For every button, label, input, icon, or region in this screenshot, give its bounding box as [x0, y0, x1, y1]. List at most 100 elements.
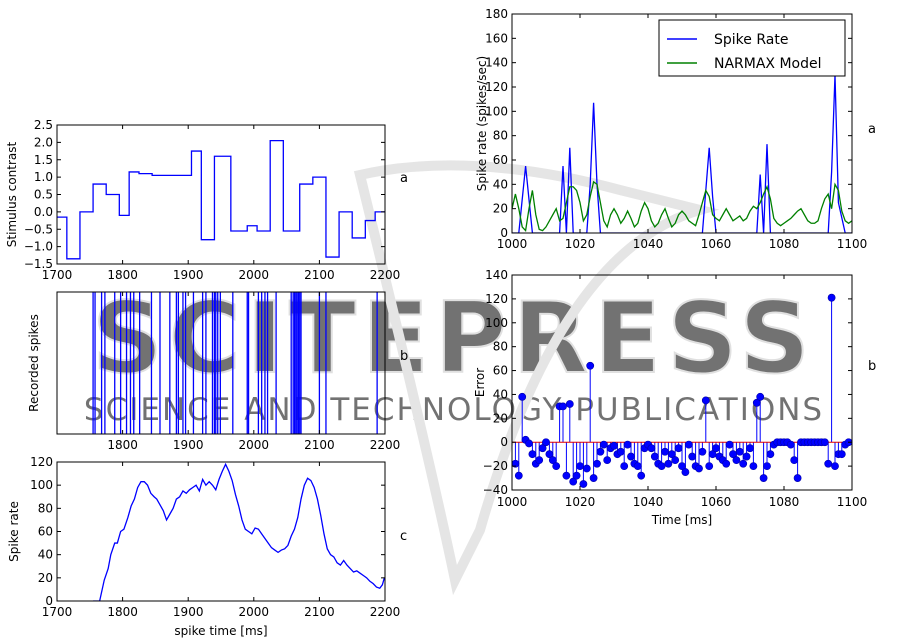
plot-frame: [56, 291, 386, 435]
stem-marker: [701, 396, 710, 405]
stem-marker: [593, 459, 601, 468]
stem-marker: [603, 456, 612, 465]
y-tick-label: 60: [493, 364, 508, 378]
stem-marker: [695, 464, 703, 473]
stem-marker: [732, 456, 741, 465]
y-tick-label: −20: [483, 459, 508, 473]
y-tick-label: −1.0: [24, 240, 53, 254]
legend-entry-label: NARMAX Model: [714, 56, 822, 72]
stem-marker: [623, 440, 632, 449]
plot-frame: [511, 274, 853, 491]
x-tick-label: 1100: [837, 237, 868, 251]
x-tick-label: 2000: [239, 438, 270, 452]
stem-marker: [671, 456, 680, 465]
watermark-swoosh: [353, 160, 720, 596]
stem-marker: [698, 447, 707, 456]
x-tick-label: 2200: [370, 438, 401, 452]
y-tick-label: 20: [493, 411, 508, 425]
x-tick-label: 2100: [304, 605, 335, 619]
stem-marker: [589, 474, 598, 482]
stem-marker: [586, 361, 595, 370]
stem-marker: [766, 450, 775, 459]
stem-marker: [562, 471, 571, 480]
x-tick-label: 2000: [239, 268, 270, 282]
data-layer: [92, 292, 378, 434]
x-tick-label: 1040: [633, 237, 664, 251]
stem-marker: [705, 462, 714, 471]
x-tick-label: 1900: [173, 605, 204, 619]
data-layer: [512, 74, 852, 233]
stem-marker: [756, 392, 765, 401]
stem-marker: [786, 440, 795, 449]
stem-marker: [681, 468, 690, 476]
stem-marker: [552, 462, 561, 471]
x-tick-label: 2100: [304, 268, 335, 282]
y-tick-label: 0.0: [34, 205, 53, 219]
y-tick-label: −40: [483, 483, 508, 497]
charts-layer: 1700 1800 1900 2000 2100 2200 −1.5 −1.0 −0.5 0.0 0…: [5, 7, 876, 638]
data-layer: [57, 139, 385, 260]
x-tick-label: 1100: [837, 495, 868, 509]
x-tick-label: 2000: [239, 605, 270, 619]
stem-marker: [616, 447, 625, 456]
stem-marker: [610, 441, 618, 450]
y-axis-label: Error: [473, 368, 487, 397]
legend-entry-label: Spike Rate: [714, 32, 788, 48]
y-tick-label: 40: [493, 387, 508, 401]
stem-marker: [722, 459, 731, 468]
y-tick-label: 80: [493, 340, 508, 354]
watermark: SCITEPRESS SCIENCE AND TECHNOLOGY PUBLIC…: [84, 160, 822, 596]
stem-marker: [793, 474, 802, 482]
x-tick-label: 1700: [42, 605, 73, 619]
chart-left-c: 1700 1800 1900 2000 2100 2200 0 20 40 60 80 100 120 S…: [7, 455, 407, 638]
stem-marker: [633, 462, 642, 471]
stem-marker: [678, 462, 686, 471]
stem-marker: [739, 459, 748, 468]
stem-marker: [565, 400, 574, 408]
y-tick-label: 160: [485, 31, 508, 45]
stem-marker: [535, 456, 544, 465]
y-tick-label: 60: [38, 525, 53, 539]
stem-marker: [657, 462, 666, 471]
panel-letter: a: [400, 171, 408, 186]
y-tick-label: 140: [485, 56, 508, 70]
y-axis-label: Spike rate (spikes/sec): [475, 56, 489, 191]
y-tick-label: 1.0: [34, 170, 53, 184]
x-tick-label: 1020: [565, 237, 596, 251]
plot-frame: [56, 461, 386, 602]
legend-box: [658, 19, 846, 77]
y-axis-label: Stimulus contrast: [5, 141, 19, 247]
x-tick-label: 1080: [769, 237, 800, 251]
y-tick-label: −0.5: [24, 222, 53, 236]
y-tick-label: 1.5: [34, 153, 53, 167]
y-tick-label: 0: [500, 435, 508, 449]
chart-left-b: 1800 1900 2000 2100 2200 Recorded spikes b: [27, 291, 408, 452]
plot-frame: [511, 13, 853, 234]
stem-marker: [712, 444, 720, 453]
y-tick-label: −1.5: [24, 257, 53, 271]
x-tick-label: 1080: [769, 495, 800, 509]
x-tick-label: 1000: [497, 495, 528, 509]
stem-marker: [514, 471, 523, 480]
stem-marker: [637, 471, 646, 480]
stem-marker: [576, 462, 584, 471]
chart-right-b: 1000 1020 1040 1060 1080 1100 −40 −20 0 20 40 60 80 1…: [473, 268, 876, 527]
watermark-main-text: SCITEPRESS: [92, 282, 816, 396]
x-tick-label: 1060: [701, 495, 732, 509]
stem-marker: [735, 447, 744, 456]
stem-marker: [752, 398, 761, 407]
stem-marker: [650, 452, 659, 461]
chart-left-a: 1700 1800 1900 2000 2100 2200 −1.5 −1.0 −0.5 0.0 0…: [5, 118, 408, 282]
panel-letter: b: [400, 349, 408, 364]
data-layer: [93, 462, 385, 601]
stem-marker: [708, 450, 717, 459]
stem-marker: [545, 450, 554, 459]
y-tick-label: 140: [485, 268, 508, 282]
chart-right-a: 1000 1020 1040 1060 1080 1100 0 20 40 60 80 100 120 1…: [475, 7, 876, 251]
x-tick-label: 1040: [633, 495, 664, 509]
x-tick-label: 1800: [107, 605, 138, 619]
x-axis-label: Time [ms]: [651, 513, 713, 527]
stem-marker: [596, 447, 605, 456]
stem-marker: [579, 480, 588, 488]
